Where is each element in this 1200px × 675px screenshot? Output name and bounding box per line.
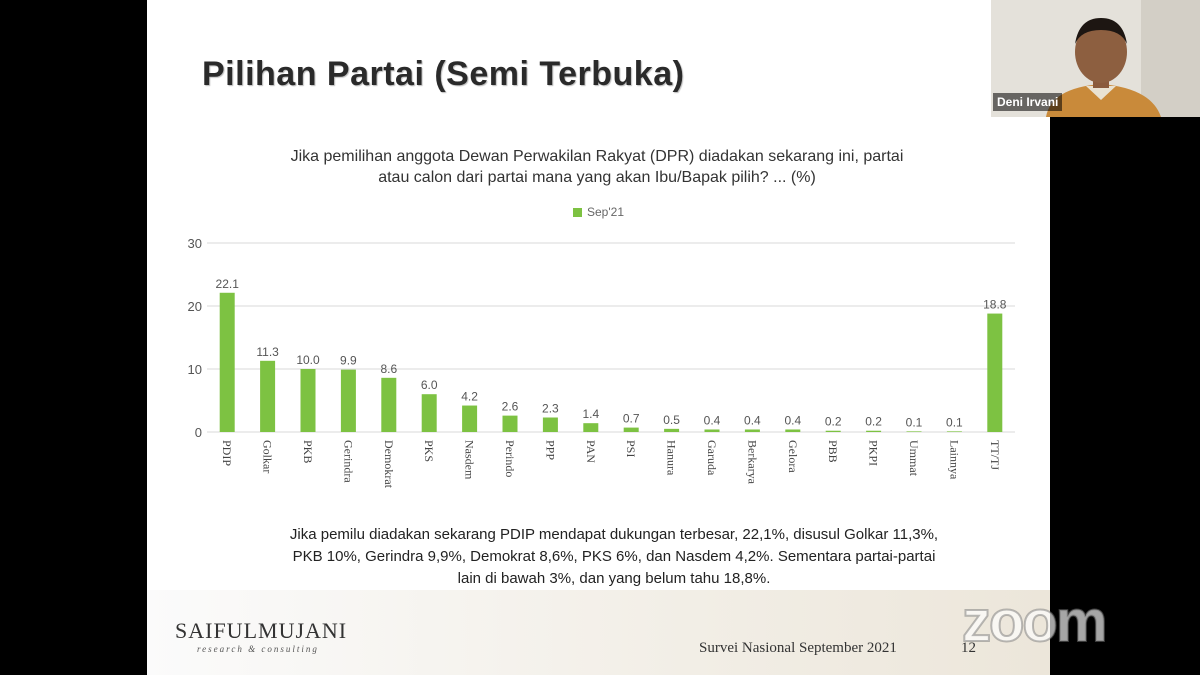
x-tick-label: Garuda [705,440,719,476]
bar-hanura [664,428,680,432]
x-tick-label: Hanura [665,440,679,476]
bar-psi [623,427,639,432]
x-tick-label: Demokrat [382,440,396,489]
participant-avatar-icon [991,0,1200,117]
data-label: 0.4 [784,413,801,427]
question-line-2: atau calon dari partai mana yang akan Ib… [378,169,816,186]
bar-ummat [906,431,922,432]
participant-name-label: Deni Irvani [993,93,1063,111]
x-tick-label: PKB [301,440,315,463]
bar-nasdem [462,405,478,432]
bar-pdip [219,292,235,432]
data-label: 0.2 [865,415,882,429]
data-label: 0.4 [744,413,761,427]
summary-line-2: PKB 10%, Gerindra 9,9%, Demokrat 8,6%, P… [292,548,936,565]
x-axis: PDIP Golkar PKB Gerindra Demokrat PKS Nasdem Pe… [220,440,1002,489]
x-tick-label: PDIP [220,440,234,466]
bar-pbb [825,430,841,432]
chart-legend: Sep'21 [573,205,624,219]
x-tick-label: Perindo [503,440,517,477]
bar-berkarya [744,429,760,432]
page-number: 12 [961,640,976,656]
x-tick-label: Lainnya [947,440,961,480]
bar-demokrat [381,377,397,432]
bar-pan [583,423,599,432]
y-axis: 0 10 20 30 [188,236,202,440]
data-label: 1.4 [582,407,599,421]
summary-line-1: Jika pemilu diadakan sekarang PDIP menda… [289,526,939,543]
x-tick-label: PSI [624,440,638,457]
x-tick-label: Nasdem [463,440,477,480]
bar-ppp [542,417,558,432]
data-label: 6.0 [421,378,438,392]
bar-garuda [704,429,720,432]
bar-pks [421,394,437,432]
x-tick-label: PAN [584,440,598,463]
x-tick-label: PPP [543,440,557,460]
bar-golkar [260,360,276,432]
y-tick-label: 30 [188,236,202,251]
data-label: 22.1 [216,277,240,291]
x-tick-label: TT/TJ [988,440,1002,470]
x-tick-label: Ummat [907,440,921,477]
data-label: 0.4 [704,413,721,427]
data-labels: 22.1 11.3 10.0 9.9 8.6 6.0 4.2 2.6 2.3 1.4 0.7 0.5 0… [216,277,1007,430]
data-label: 9.9 [340,354,357,368]
data-label: 0.5 [663,413,680,427]
zoom-watermark: zoom [961,588,1108,655]
bar-lainnya [946,431,962,432]
data-label: 0.1 [906,415,923,429]
x-tick-label: Gelora [786,440,800,473]
x-tick-label: PKPI [867,440,881,466]
participant-video-tile[interactable]: Deni Irvani [991,0,1200,117]
bar-perindo [502,415,518,432]
bar-pkpi [866,430,882,432]
bar-gelora [785,429,801,432]
presentation-slide: Pilihan Partai (Semi Terbuka) Jika pemil… [147,0,1050,675]
question-line-1: Jika pemilihan anggota Dewan Perwakilan … [290,148,904,165]
brand-logo-text: SAIFULMUJANI [175,618,348,643]
x-tick-label: Golkar [261,440,275,473]
data-label: 18.8 [983,298,1007,312]
data-label: 2.6 [502,400,519,414]
y-tick-label: 0 [195,425,202,440]
legend-label: Sep'21 [587,205,624,219]
slide-title: Pilihan Partai (Semi Terbuka) [202,55,685,93]
y-tick-label: 10 [188,362,202,377]
x-tick-label: PKS [422,440,436,462]
data-label: 8.6 [380,362,397,376]
bar-pkb [300,369,316,432]
footer-survey-name: Survei Nasional September 2021 [699,640,897,656]
bar-gerindra [340,369,356,432]
chart-summary: Jika pemilu diadakan sekarang PDIP menda… [229,524,999,590]
summary-line-3: lain di bawah 3%, dan yang belum tahu 18… [457,570,771,587]
data-label: 2.3 [542,402,559,416]
legend-swatch [573,208,582,217]
data-label: 0.1 [946,415,963,429]
y-tick-label: 20 [188,299,202,314]
chart-bars [219,292,1003,432]
data-label: 0.7 [623,412,640,426]
x-tick-label: PBB [826,440,840,463]
data-label: 11.3 [256,345,279,359]
brand-tagline: research & consulting [197,644,319,654]
data-label: 0.2 [825,415,842,429]
x-tick-label: Gerindra [341,440,355,483]
chart-gridlines [207,242,1015,433]
bar-tt-tj [987,313,1003,432]
x-tick-label: Berkarya [745,440,759,485]
survey-question: Jika pemilihan anggota Dewan Perwakilan … [237,146,957,188]
data-label: 4.2 [461,390,478,404]
data-label: 10.0 [296,353,320,367]
footer-band [147,590,1050,675]
